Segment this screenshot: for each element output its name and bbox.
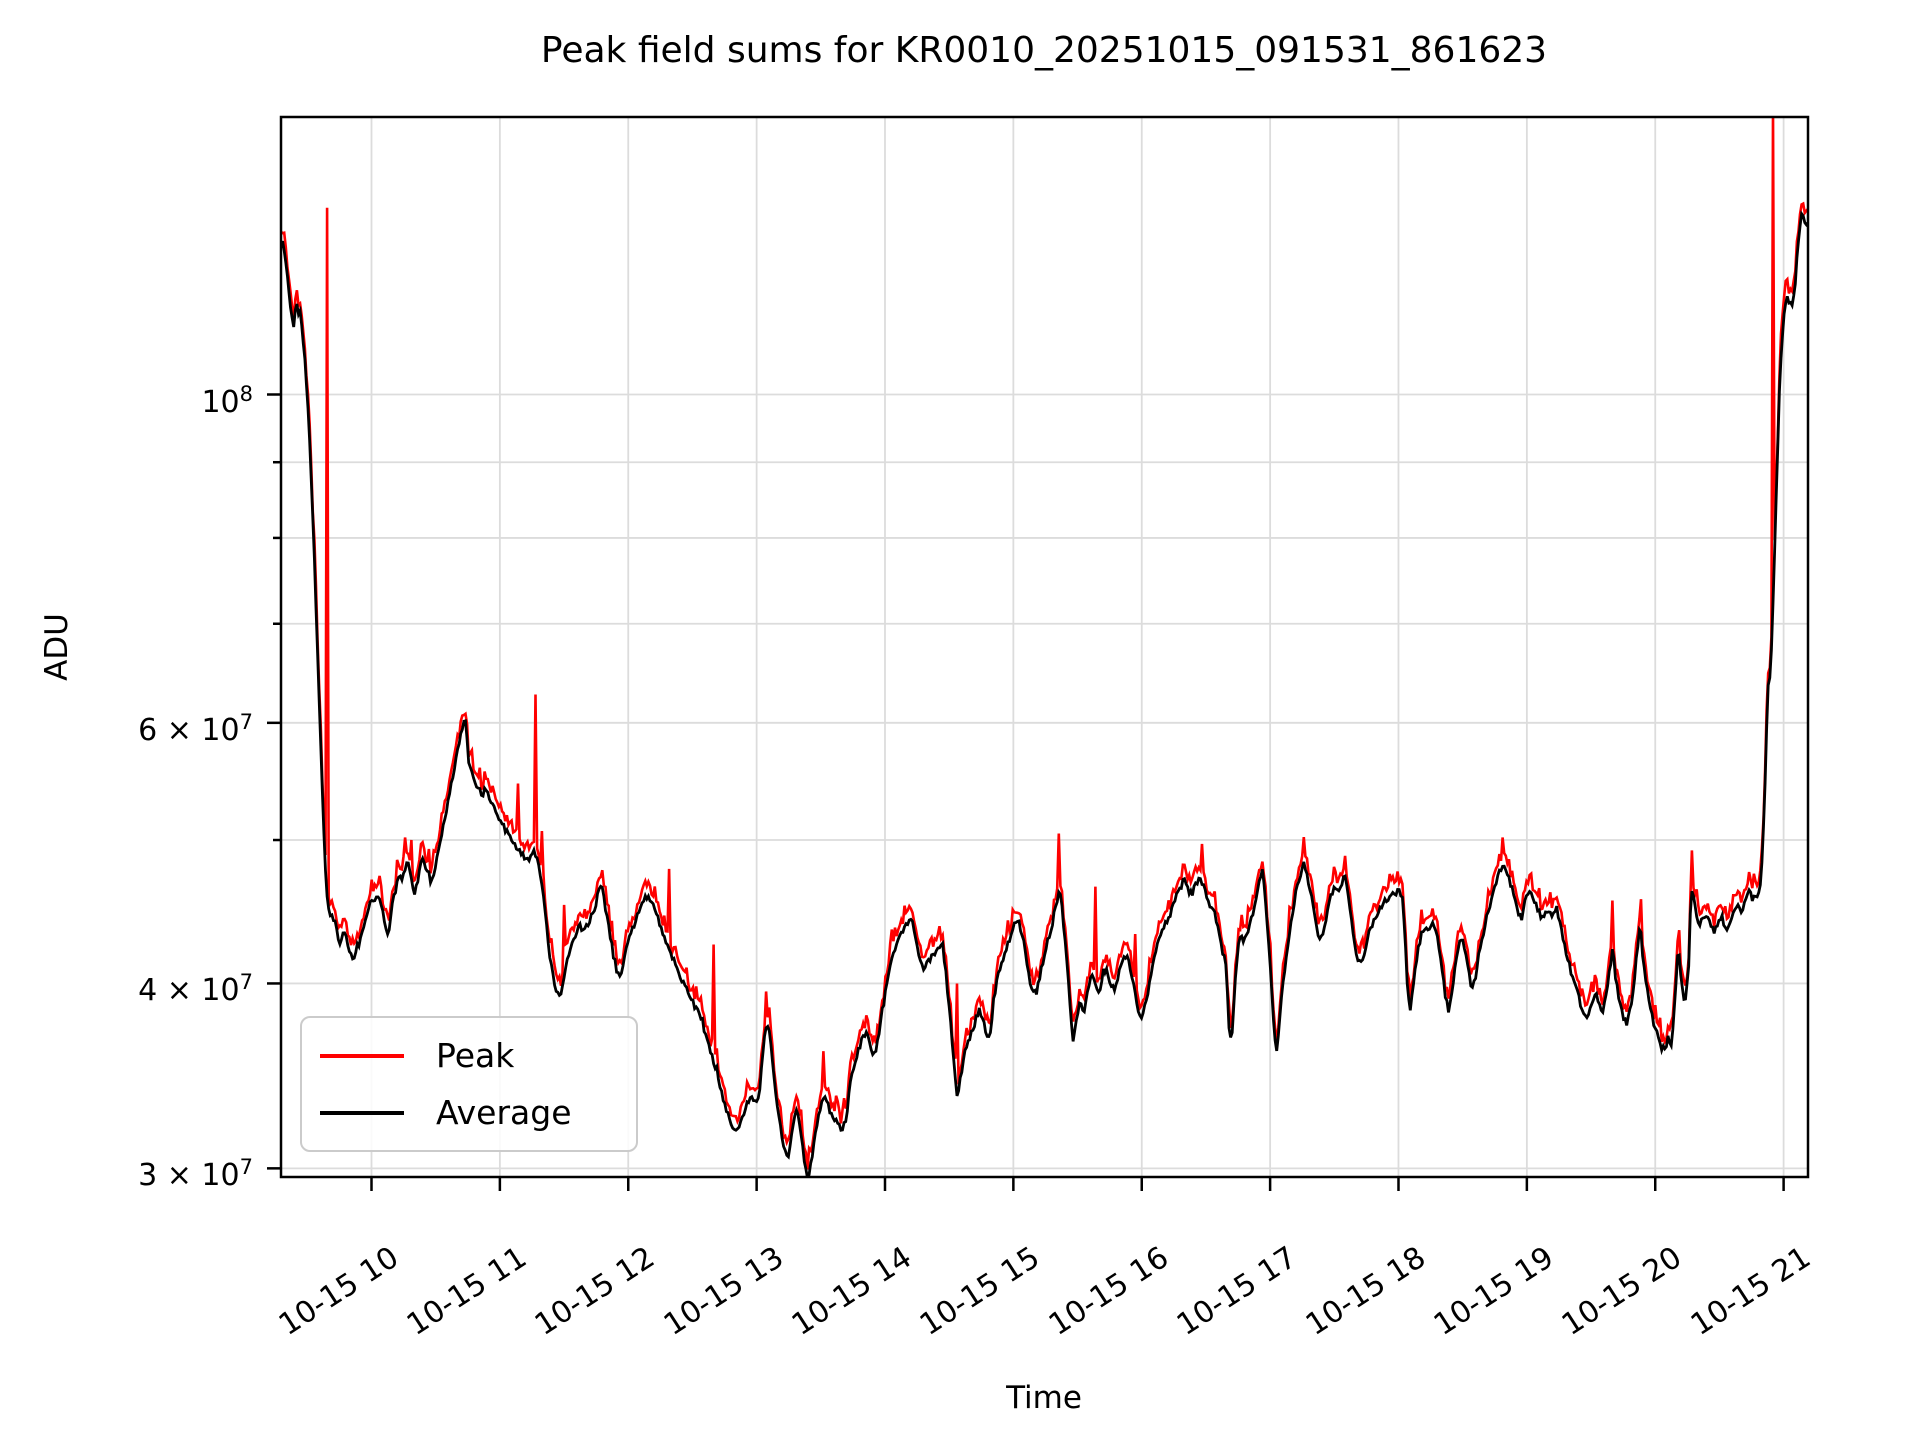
legend-item-peak: Peak	[302, 1036, 636, 1075]
legend-item-average: Average	[302, 1093, 636, 1132]
tick-marks	[267, 393, 1785, 1191]
y-tick-label-3e7: 3 × 107	[138, 1155, 253, 1194]
peak-line-swatch	[320, 1053, 404, 1058]
y-tick-label-6e7: 6 × 107	[138, 709, 253, 748]
average-series-line	[281, 210, 1808, 1177]
average-line-swatch	[320, 1110, 404, 1115]
legend-label-peak: Peak	[436, 1036, 515, 1075]
axes-frame	[279, 115, 1810, 1179]
legend: Peak Average	[300, 1016, 638, 1152]
peak-series-line	[281, 117, 1808, 1170]
y-tick-label-10e7: 108	[201, 381, 253, 420]
legend-label-average: Average	[436, 1093, 572, 1132]
x-axis-label: Time	[1006, 1380, 1082, 1416]
y-axis-label: ADU	[39, 613, 75, 681]
y-tick-label-4e7: 4 × 107	[138, 970, 253, 1009]
chart-title: Peak field sums for KR0010_20251015_0915…	[540, 30, 1548, 71]
